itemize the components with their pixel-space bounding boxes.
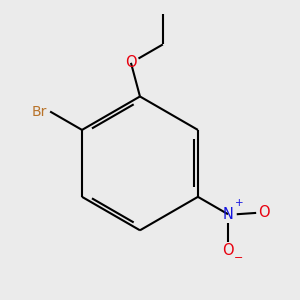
Text: N: N — [223, 207, 233, 222]
Text: +: + — [235, 198, 244, 208]
Text: −: − — [234, 254, 243, 263]
Text: Br: Br — [32, 104, 47, 118]
Text: O: O — [258, 206, 270, 220]
Text: O: O — [222, 243, 234, 258]
Text: O: O — [125, 56, 137, 70]
